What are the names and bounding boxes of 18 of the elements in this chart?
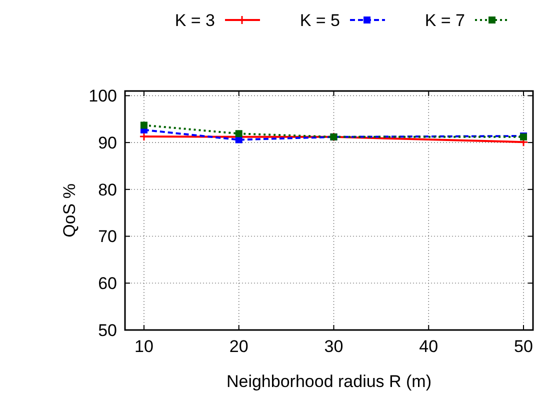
y-axis-title: QoS %	[60, 184, 79, 238]
legend-label: K = 3	[174, 10, 215, 30]
y-tick-label: 100	[88, 86, 117, 106]
x-tick-label: 20	[229, 337, 248, 356]
point	[235, 130, 242, 138]
y-tick-label: 50	[98, 320, 117, 340]
x-tick-label: 50	[514, 337, 533, 356]
legend-label: K = 7	[424, 10, 465, 30]
point	[140, 122, 148, 129]
y-tick-label: 60	[98, 274, 117, 294]
y-tick-label: 90	[98, 134, 117, 152]
x-axis-title: Neighborhood radius R (m)	[226, 372, 432, 391]
y-tick-label: 70	[98, 227, 117, 246]
x-tick-label: 30	[324, 337, 344, 356]
x-tick-label: 40	[419, 337, 438, 356]
y-tick-label: 80	[98, 180, 117, 200]
x-tick-label: 10	[134, 337, 154, 356]
legend-label: K = 5	[300, 10, 340, 30]
